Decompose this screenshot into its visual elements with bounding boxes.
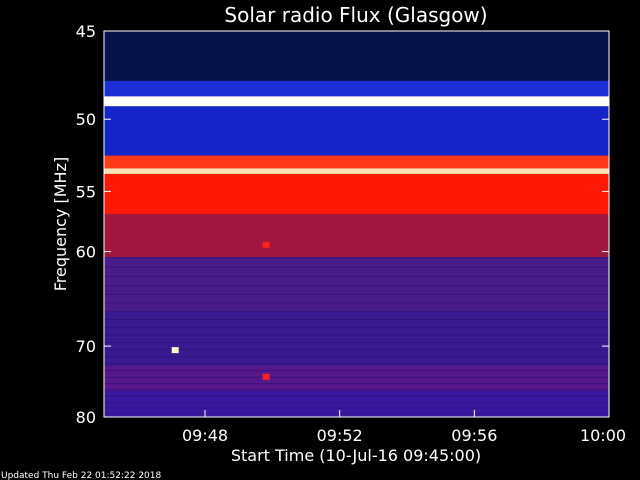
noise-line [104, 326, 609, 328]
y-tick-label: 60 [76, 243, 96, 262]
noise-line [104, 376, 609, 378]
frequency-bands [104, 31, 609, 417]
noise-line [104, 302, 609, 304]
frequency-band-4 [104, 155, 609, 169]
noise-line [104, 407, 609, 409]
frequency-band-5 [104, 168, 609, 174]
frequency-band-2 [104, 96, 609, 107]
frequency-band-3 [104, 106, 609, 156]
noise-line [104, 334, 609, 336]
y-tick-label: 45 [76, 22, 96, 41]
noise-line [104, 370, 609, 372]
x-axis-label: Start Time (10-Jul-16 09:45:00) [231, 446, 481, 465]
y-tick-label: 80 [76, 408, 96, 427]
noise-line [104, 413, 609, 415]
y-tick-label: 70 [76, 337, 96, 356]
burst-spot [262, 241, 270, 248]
noise-line [104, 363, 609, 365]
y-tick-label: 55 [76, 182, 96, 201]
y-axis-label: Frequency [MHz] [51, 157, 70, 291]
noise-line [104, 293, 609, 295]
frequency-band-0 [104, 31, 609, 81]
noise-line [104, 318, 609, 320]
frequency-band-11 [104, 390, 609, 417]
noise-line [104, 383, 609, 385]
noise-line [104, 276, 609, 278]
frequency-band-7 [104, 214, 609, 258]
x-tick-label: 10:00 [580, 426, 626, 445]
plot-frame [103, 30, 610, 418]
updated-timestamp: Updated Thu Feb 22 01:52:22 2018 [1, 471, 162, 480]
burst-spot [171, 347, 179, 354]
noise-line [104, 389, 609, 391]
frequency-band-1 [104, 80, 609, 97]
noise-line [104, 342, 609, 344]
noise-line [104, 310, 609, 312]
noise-line [104, 266, 609, 268]
noise-line [104, 257, 609, 259]
noise-line [104, 395, 609, 397]
frequency-band-6 [104, 173, 609, 215]
burst-spot [262, 373, 270, 380]
frequency-band-8 [104, 257, 609, 312]
burst-markers [171, 241, 270, 380]
noise-line [104, 285, 609, 287]
y-tick-label: 50 [76, 110, 96, 129]
x-tick-label: 09:52 [317, 426, 363, 445]
noise-line [104, 349, 609, 351]
noise-line [104, 401, 609, 403]
y-axis-ticks: 45 50 55 60 70 80 [76, 22, 609, 427]
x-axis-ticks: 09:48 09:52 09:56 10:00 [182, 410, 626, 445]
frequency-band-10 [104, 365, 609, 391]
chart-title: Solar radio Flux (Glasgow) [224, 3, 487, 27]
x-tick-label: 09:48 [182, 426, 228, 445]
x-tick-label: 09:56 [451, 426, 497, 445]
noise-line [104, 356, 609, 358]
